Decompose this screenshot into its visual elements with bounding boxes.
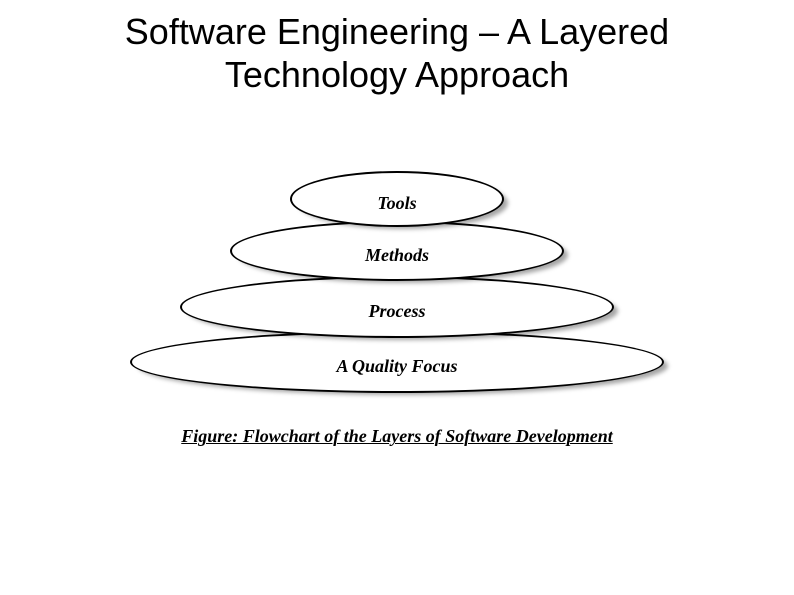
diagram-caption: Figure: Flowchart of the Layers of Softw… [0,426,794,447]
layer-ellipse: Tools [290,171,504,227]
layer-label: Tools [377,193,416,214]
layer-ellipse: Methods [230,221,564,281]
layer-ellipse: Process [180,276,614,338]
layer-label: A Quality Focus [336,356,457,377]
layer-label: Process [369,301,426,322]
page-title: Software Engineering – A Layered Technol… [0,0,794,96]
layered-diagram: A Quality Focus Process Methods Tools Figure… [0,136,794,466]
layer-ellipse: A Quality Focus [130,331,664,393]
layer-label: Methods [365,245,429,266]
